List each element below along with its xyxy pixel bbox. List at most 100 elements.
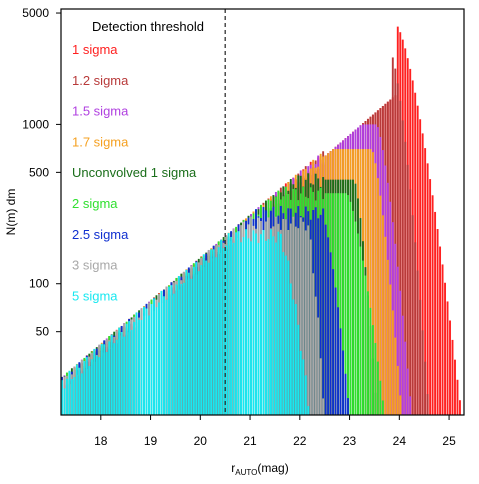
bar — [98, 357, 101, 415]
bar — [409, 396, 412, 415]
bar — [135, 312, 138, 415]
bar — [409, 189, 412, 415]
bar — [222, 248, 225, 415]
bar — [272, 236, 275, 415]
bar — [309, 239, 312, 415]
bar — [379, 380, 382, 415]
bar — [421, 330, 424, 415]
bar — [187, 272, 190, 415]
bar — [414, 242, 417, 415]
bar — [364, 275, 367, 415]
x-tick-label: 23 — [343, 434, 357, 448]
bar — [327, 237, 330, 415]
bar — [237, 231, 240, 415]
bar — [429, 179, 432, 415]
bar — [299, 217, 302, 415]
bar — [257, 243, 260, 415]
bar — [396, 365, 399, 415]
bar — [65, 378, 68, 415]
bar — [342, 193, 344, 415]
plot-frame — [60, 8, 465, 416]
bar — [165, 299, 168, 415]
bar — [426, 394, 429, 415]
bar — [192, 266, 195, 415]
bar — [394, 243, 397, 415]
bar — [424, 361, 427, 415]
bar — [334, 287, 337, 415]
bar — [456, 379, 459, 415]
y-tick-label: 50 — [36, 325, 50, 339]
bar — [195, 262, 198, 415]
bar — [394, 337, 397, 415]
bar — [180, 284, 183, 415]
bar — [205, 260, 208, 415]
bar — [421, 133, 424, 415]
bar — [212, 249, 215, 415]
bar — [105, 351, 108, 415]
bar — [177, 276, 180, 415]
bar — [145, 308, 148, 415]
bar — [83, 361, 86, 415]
bar — [302, 359, 305, 415]
bar — [317, 218, 320, 415]
bar — [304, 230, 307, 415]
bar — [153, 298, 155, 415]
bar — [197, 271, 200, 415]
bar — [250, 241, 252, 415]
bar — [307, 225, 310, 415]
bar — [225, 245, 228, 415]
bar — [359, 246, 362, 415]
bar — [426, 163, 429, 415]
bar — [399, 100, 402, 415]
bar — [357, 233, 359, 415]
bar — [324, 224, 327, 415]
bar — [294, 304, 297, 415]
bar — [322, 208, 325, 415]
bar — [292, 299, 295, 415]
bar — [255, 233, 257, 415]
bar — [68, 370, 71, 415]
bar — [227, 233, 230, 415]
bar — [130, 329, 133, 415]
bar — [267, 239, 270, 415]
bar — [322, 398, 325, 415]
legend-entry: 1.2 sigma — [72, 73, 129, 88]
legend-entry: 1.7 sigma — [72, 134, 129, 149]
bar — [371, 325, 374, 415]
bar — [376, 361, 379, 415]
bar — [287, 260, 290, 415]
x-tick-label: 18 — [94, 434, 108, 448]
bar — [110, 334, 113, 415]
bar — [396, 266, 399, 415]
bar — [441, 264, 444, 415]
bar — [317, 317, 320, 415]
bar — [125, 323, 128, 415]
bar — [349, 201, 352, 415]
bar — [123, 336, 126, 415]
bar — [167, 286, 170, 415]
bar — [404, 141, 407, 415]
bar — [78, 367, 81, 415]
y-axis-ticks: 50 100 500 1000 5000 — [22, 6, 61, 339]
bar — [354, 221, 357, 415]
bar — [150, 304, 153, 415]
bar — [436, 229, 439, 415]
x-tick-label: 22 — [293, 434, 307, 448]
bar — [399, 395, 402, 415]
bar — [88, 366, 91, 415]
bar — [240, 242, 242, 415]
bars-layer — [61, 26, 461, 415]
x-axis-ticks: 18 19 20 21 22 23 24 25 — [94, 415, 456, 448]
bar — [190, 278, 193, 415]
bar — [419, 119, 422, 415]
bar — [459, 400, 461, 415]
bar — [262, 230, 265, 415]
bar — [215, 257, 218, 415]
bar — [158, 302, 160, 415]
bar — [384, 236, 387, 415]
bar — [431, 195, 434, 415]
bar — [406, 164, 409, 415]
bar — [411, 215, 414, 415]
bar — [381, 400, 384, 415]
